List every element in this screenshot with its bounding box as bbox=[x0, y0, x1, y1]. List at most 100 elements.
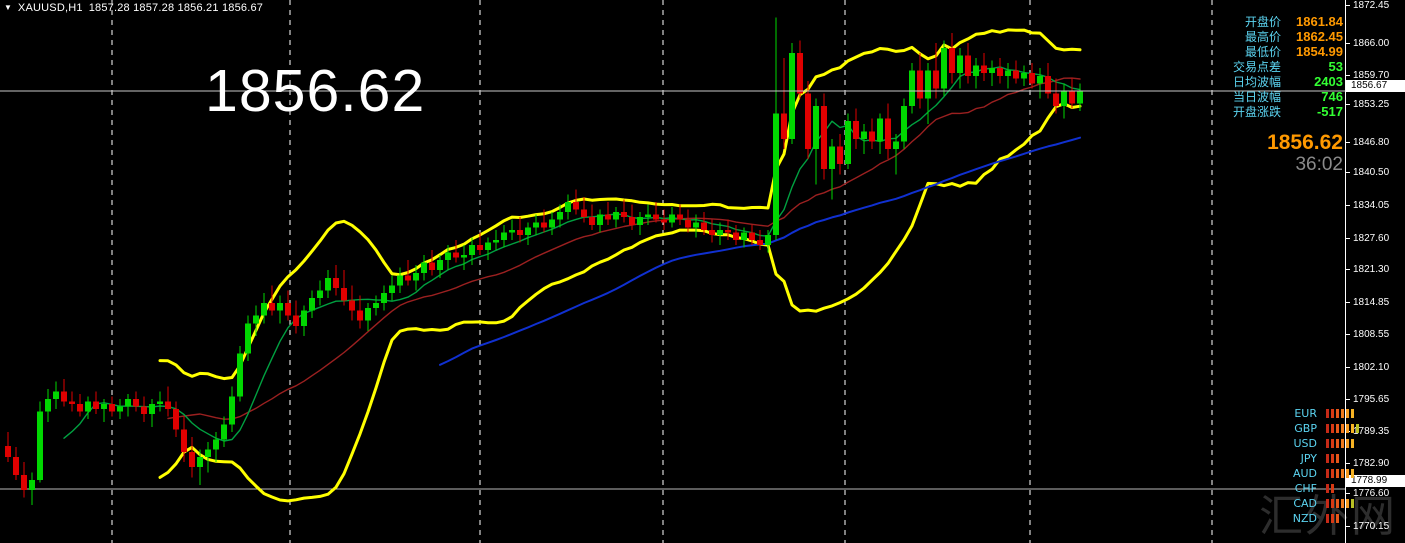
strength-bar-segment bbox=[1336, 454, 1339, 463]
symbol-info-bar: ▼ XAUUSD,H1 1857.28 1857.28 1856.21 1856… bbox=[0, 0, 263, 15]
candle-body bbox=[245, 323, 251, 354]
tick-mark bbox=[1346, 526, 1350, 527]
candle-body bbox=[485, 242, 491, 251]
candle-body bbox=[237, 353, 243, 397]
candle-body bbox=[653, 214, 659, 220]
candle-body bbox=[117, 406, 123, 412]
price-scale-label: 1789.35 bbox=[1353, 426, 1390, 437]
candle-body bbox=[173, 409, 179, 430]
candle-body bbox=[541, 222, 547, 228]
strength-bars bbox=[1326, 409, 1354, 418]
strength-bar-segment bbox=[1331, 469, 1334, 478]
candle-body bbox=[917, 70, 923, 99]
info-row-label: 当日波幅 bbox=[1232, 90, 1281, 104]
strength-bar-segment bbox=[1341, 499, 1344, 508]
strength-bar-segment bbox=[1331, 499, 1334, 508]
price-scale-tick: 1840.50 bbox=[1346, 167, 1405, 179]
tick-mark bbox=[1346, 104, 1350, 105]
candle-body bbox=[293, 315, 299, 326]
tick-mark bbox=[1346, 493, 1350, 494]
chevron-down-icon[interactable]: ▼ bbox=[4, 2, 12, 12]
price-scale-tick: 1795.65 bbox=[1346, 394, 1405, 406]
price-scale-label: 1840.50 bbox=[1353, 167, 1390, 178]
info-row: 日均波幅 2403 bbox=[1233, 74, 1343, 89]
price-scale-label: 1782.90 bbox=[1353, 458, 1390, 469]
strength-bar-segment bbox=[1346, 424, 1349, 433]
candle-body bbox=[157, 401, 163, 405]
candle-body bbox=[221, 424, 227, 440]
ma-fast-line bbox=[63, 66, 1081, 442]
candle-body bbox=[381, 292, 387, 304]
candle-body bbox=[677, 214, 683, 220]
strength-bar-segment bbox=[1331, 484, 1334, 493]
price-scale-label: 1866.00 bbox=[1353, 38, 1390, 49]
candle-body bbox=[901, 106, 907, 142]
candle-series bbox=[5, 17, 1083, 506]
candle-body bbox=[517, 229, 523, 235]
candle-body bbox=[557, 212, 563, 220]
info-row: 开盘涨跌 -517 bbox=[1233, 104, 1343, 119]
candle-body bbox=[357, 310, 363, 321]
tick-mark bbox=[1346, 367, 1350, 368]
price-scale-tick: 1872.45 bbox=[1346, 0, 1405, 12]
price-scale-tick: 1846.80 bbox=[1346, 137, 1405, 149]
strength-bar-segment bbox=[1336, 439, 1339, 448]
strength-bars bbox=[1326, 484, 1334, 493]
candle-body bbox=[701, 222, 707, 230]
candle-body bbox=[453, 252, 459, 258]
strength-bars bbox=[1326, 439, 1354, 448]
candle-body bbox=[85, 401, 91, 412]
candle-body bbox=[925, 70, 931, 99]
candle-body bbox=[405, 275, 411, 281]
info-row-label: 最高价 bbox=[1244, 30, 1281, 44]
candle-body bbox=[1045, 75, 1051, 94]
bollinger-upper-band bbox=[158, 28, 1082, 381]
currency-strength-row: JPY bbox=[1281, 451, 1359, 466]
price-scale-tick: 1821.30 bbox=[1346, 264, 1405, 276]
info-row-value: -517 bbox=[1316, 104, 1343, 119]
price-scale-tick: 1770.15 bbox=[1346, 521, 1405, 533]
candle-body bbox=[413, 272, 419, 281]
candle-body bbox=[941, 47, 947, 89]
currency-code-label: NZD bbox=[1292, 512, 1317, 525]
candle-body bbox=[349, 300, 355, 311]
price-scale-tick: 1827.60 bbox=[1346, 233, 1405, 245]
strength-bar-segment bbox=[1356, 424, 1359, 433]
candle-body bbox=[301, 310, 307, 326]
candle-body bbox=[1029, 73, 1035, 84]
candle-body bbox=[773, 113, 779, 235]
candle-body bbox=[133, 399, 139, 407]
strength-bar-segment bbox=[1351, 469, 1354, 478]
candle-body bbox=[997, 68, 1003, 76]
strength-bar-segment bbox=[1341, 469, 1344, 478]
candle-body bbox=[709, 229, 715, 235]
info-row-value: 1862.45 bbox=[1296, 29, 1343, 44]
strength-bar-segment bbox=[1326, 484, 1329, 493]
candle-body bbox=[789, 53, 795, 139]
strength-bar-segment bbox=[1326, 469, 1329, 478]
info-row-label: 交易点差 bbox=[1232, 60, 1281, 74]
price-scale-label: 1821.30 bbox=[1353, 264, 1390, 275]
candle-body bbox=[605, 214, 611, 220]
candle-body bbox=[597, 214, 603, 225]
price-scale-label: 1795.65 bbox=[1353, 394, 1390, 405]
tick-mark bbox=[1346, 172, 1350, 173]
candle-body bbox=[1053, 93, 1059, 107]
candle-body bbox=[53, 391, 59, 400]
price-scale[interactable]: 1872.45 1866.00 1859.70 1856.67 1853.25 1846.… bbox=[1345, 0, 1405, 543]
strength-bar-segment bbox=[1331, 454, 1334, 463]
price-scale-tick: 1776.60 bbox=[1346, 488, 1405, 500]
price-scale-tick: 1834.05 bbox=[1346, 200, 1405, 212]
candle-body bbox=[749, 232, 755, 240]
candle-body bbox=[733, 232, 739, 240]
tick-mark bbox=[1346, 205, 1350, 206]
strength-bar-segment bbox=[1326, 454, 1329, 463]
price-scale-tick: 1802.10 bbox=[1346, 362, 1405, 374]
current-quote-block: 1856.62 36:02 bbox=[1267, 131, 1343, 176]
quote-info-panel: 开盘价 1861.84 最高价 1862.45 最低价 1854.99 交易点差 53 日均波幅… bbox=[1233, 14, 1343, 119]
strength-bar-segment bbox=[1331, 514, 1334, 523]
chart-plot-area[interactable] bbox=[0, 0, 1345, 543]
price-scale-label: 1827.60 bbox=[1353, 233, 1390, 244]
strength-bar-segment bbox=[1326, 409, 1329, 418]
price-scale-label: 1814.85 bbox=[1353, 297, 1390, 308]
